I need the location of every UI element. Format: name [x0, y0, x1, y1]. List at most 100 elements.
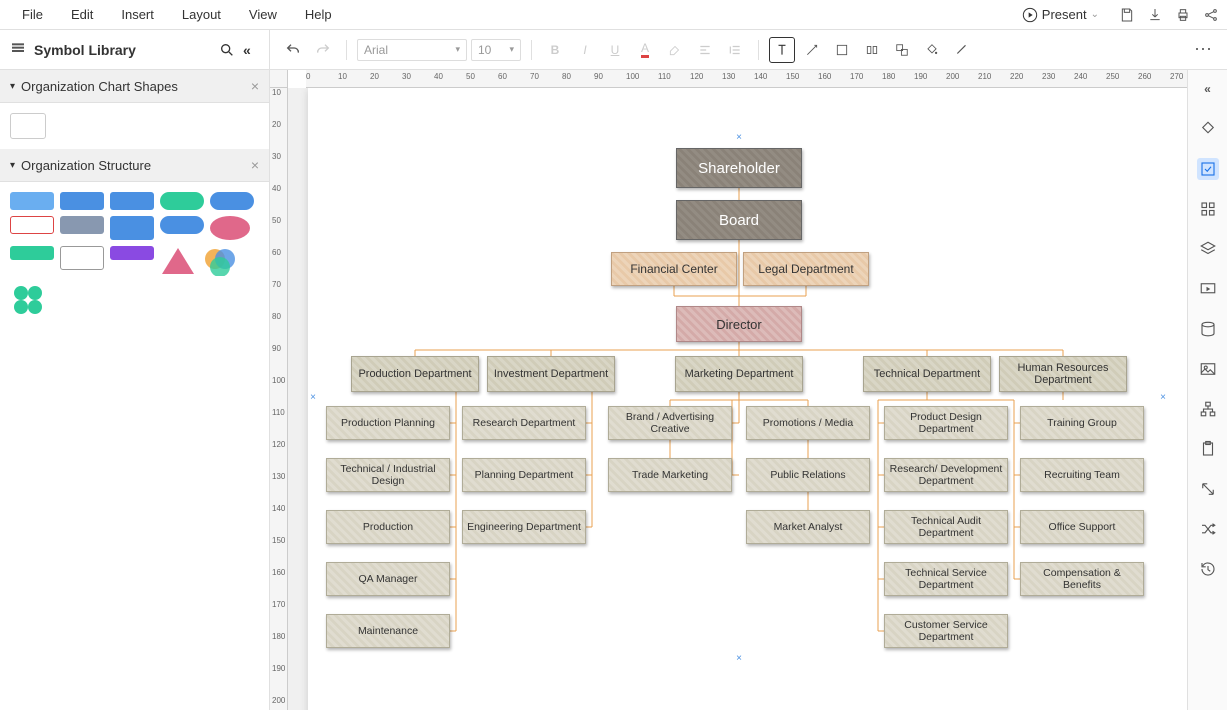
org-box-rdd[interactable]: Research/ Development Department — [884, 458, 1008, 492]
org-box-inv_dept[interactable]: Investment Department — [487, 356, 615, 392]
tree-icon[interactable] — [1197, 398, 1219, 420]
org-box-production[interactable]: Production — [326, 510, 450, 544]
menu-layout[interactable]: Layout — [168, 1, 235, 28]
save-icon[interactable] — [1119, 7, 1135, 23]
collapse-sidebar-icon[interactable]: « — [243, 42, 259, 58]
menu-insert[interactable]: Insert — [107, 1, 168, 28]
font-select[interactable]: Arial▾ — [357, 39, 467, 61]
shape-thumb[interactable] — [10, 216, 54, 234]
export-icon[interactable] — [1197, 478, 1219, 500]
shape-thumb[interactable] — [60, 246, 104, 270]
theme-icon[interactable] — [1197, 118, 1219, 140]
align-objects-button[interactable] — [859, 37, 885, 63]
org-box-recruiting[interactable]: Recruiting Team — [1020, 458, 1144, 492]
data-icon[interactable] — [1197, 318, 1219, 340]
org-box-analyst[interactable]: Market Analyst — [746, 510, 870, 544]
expand-right-icon[interactable]: « — [1197, 78, 1219, 100]
shape-thumb[interactable] — [210, 216, 250, 240]
slideshow-icon[interactable] — [1197, 278, 1219, 300]
shape-tool-button[interactable] — [829, 37, 855, 63]
org-box-engineering[interactable]: Engineering Department — [462, 510, 586, 544]
shape-thumb[interactable] — [160, 192, 204, 210]
search-icon[interactable] — [219, 42, 235, 58]
org-box-prod_dept[interactable]: Production Department — [351, 356, 479, 392]
clipboard-icon[interactable] — [1197, 438, 1219, 460]
selection-handle[interactable]: × — [734, 653, 744, 663]
org-box-tech_dept[interactable]: Technical Department — [863, 356, 991, 392]
shape-thumb[interactable] — [10, 282, 46, 318]
present-button[interactable]: Present ⌄ — [1014, 3, 1107, 27]
image-icon[interactable] — [1197, 358, 1219, 380]
download-icon[interactable] — [1147, 7, 1163, 23]
org-box-office[interactable]: Office Support — [1020, 510, 1144, 544]
org-box-mkt_dept[interactable]: Marketing Department — [675, 356, 803, 392]
line-spacing-button[interactable] — [722, 37, 748, 63]
text-tool-button[interactable] — [769, 37, 795, 63]
fill-button[interactable] — [919, 37, 945, 63]
close-icon[interactable]: × — [251, 78, 259, 94]
fontsize-select[interactable]: 10▾ — [471, 39, 521, 61]
layers-icon[interactable] — [1197, 238, 1219, 260]
highlight-button[interactable] — [662, 37, 688, 63]
italic-button[interactable]: I — [572, 37, 598, 63]
canvas[interactable]: Shareholder Board Financial CenterLegal De… — [288, 88, 1187, 710]
org-box-finance[interactable]: Financial Center — [611, 252, 737, 286]
shape-thumb[interactable] — [110, 246, 154, 260]
org-box-csd[interactable]: Customer Service Department — [884, 614, 1008, 648]
org-box-maint[interactable]: Maintenance — [326, 614, 450, 648]
connector-tool-button[interactable] — [799, 37, 825, 63]
line-style-button[interactable] — [949, 37, 975, 63]
redo-button[interactable] — [310, 37, 336, 63]
more-button[interactable]: ⋯ — [1191, 37, 1217, 63]
close-icon[interactable]: × — [251, 157, 259, 173]
org-box-tech_ind[interactable]: Technical / Industrial Design — [326, 458, 450, 492]
org-box-legal[interactable]: Legal Department — [743, 252, 869, 286]
org-box-brand[interactable]: Brand / Advertising Creative — [608, 406, 732, 440]
print-icon[interactable] — [1175, 7, 1191, 23]
selection-handle[interactable]: × — [734, 132, 744, 142]
bold-button[interactable]: B — [542, 37, 568, 63]
section-org-structure[interactable]: ▾ Organization Structure × — [0, 149, 269, 182]
menu-view[interactable]: View — [235, 1, 291, 28]
group-button[interactable] — [889, 37, 915, 63]
shuffle-icon[interactable] — [1197, 518, 1219, 540]
shape-thumb[interactable] — [210, 192, 254, 210]
org-box-tsd[interactable]: Technical Service Department — [884, 562, 1008, 596]
align-button[interactable] — [692, 37, 718, 63]
shape-thumb[interactable] — [60, 192, 104, 210]
selection-handle[interactable]: × — [308, 392, 318, 402]
properties-icon[interactable] — [1197, 158, 1219, 180]
org-box-hr_dept[interactable]: Human Resources Department — [999, 356, 1127, 392]
shape-thumb[interactable] — [110, 216, 154, 240]
org-box-pr[interactable]: Public Relations — [746, 458, 870, 492]
history-icon[interactable] — [1197, 558, 1219, 580]
org-box-qa[interactable]: QA Manager — [326, 562, 450, 596]
shape-thumb[interactable] — [160, 216, 204, 234]
org-box-promo[interactable]: Promotions / Media — [746, 406, 870, 440]
org-box-pdd[interactable]: Product Design Department — [884, 406, 1008, 440]
shape-thumb[interactable] — [10, 246, 54, 260]
org-box-trade[interactable]: Trade Marketing — [608, 458, 732, 492]
shape-thumb[interactable] — [10, 192, 54, 210]
org-box-comp[interactable]: Compensation & Benefits — [1020, 562, 1144, 596]
org-box-research[interactable]: Research Department — [462, 406, 586, 440]
shape-thumb[interactable] — [60, 216, 104, 234]
org-box-planning[interactable]: Planning Department — [462, 458, 586, 492]
menu-help[interactable]: Help — [291, 1, 346, 28]
share-icon[interactable] — [1203, 7, 1219, 23]
undo-button[interactable] — [280, 37, 306, 63]
selection-handle[interactable]: × — [1158, 392, 1168, 402]
shape-card[interactable] — [10, 113, 46, 139]
org-box-tad[interactable]: Technical Audit Department — [884, 510, 1008, 544]
shape-thumb[interactable] — [202, 246, 238, 276]
shape-thumb[interactable] — [160, 246, 196, 276]
section-org-chart-shapes[interactable]: ▾ Organization Chart Shapes × — [0, 70, 269, 103]
text-color-button[interactable]: A — [632, 37, 658, 63]
shape-thumb[interactable] — [110, 192, 154, 210]
org-box-training[interactable]: Training Group — [1020, 406, 1144, 440]
grid-icon[interactable] — [1197, 198, 1219, 220]
menu-edit[interactable]: Edit — [57, 1, 107, 28]
page[interactable]: Shareholder Board Financial CenterLegal De… — [308, 88, 1187, 710]
org-box-board[interactable]: Board — [676, 200, 802, 240]
org-box-shareholder[interactable]: Shareholder — [676, 148, 802, 188]
